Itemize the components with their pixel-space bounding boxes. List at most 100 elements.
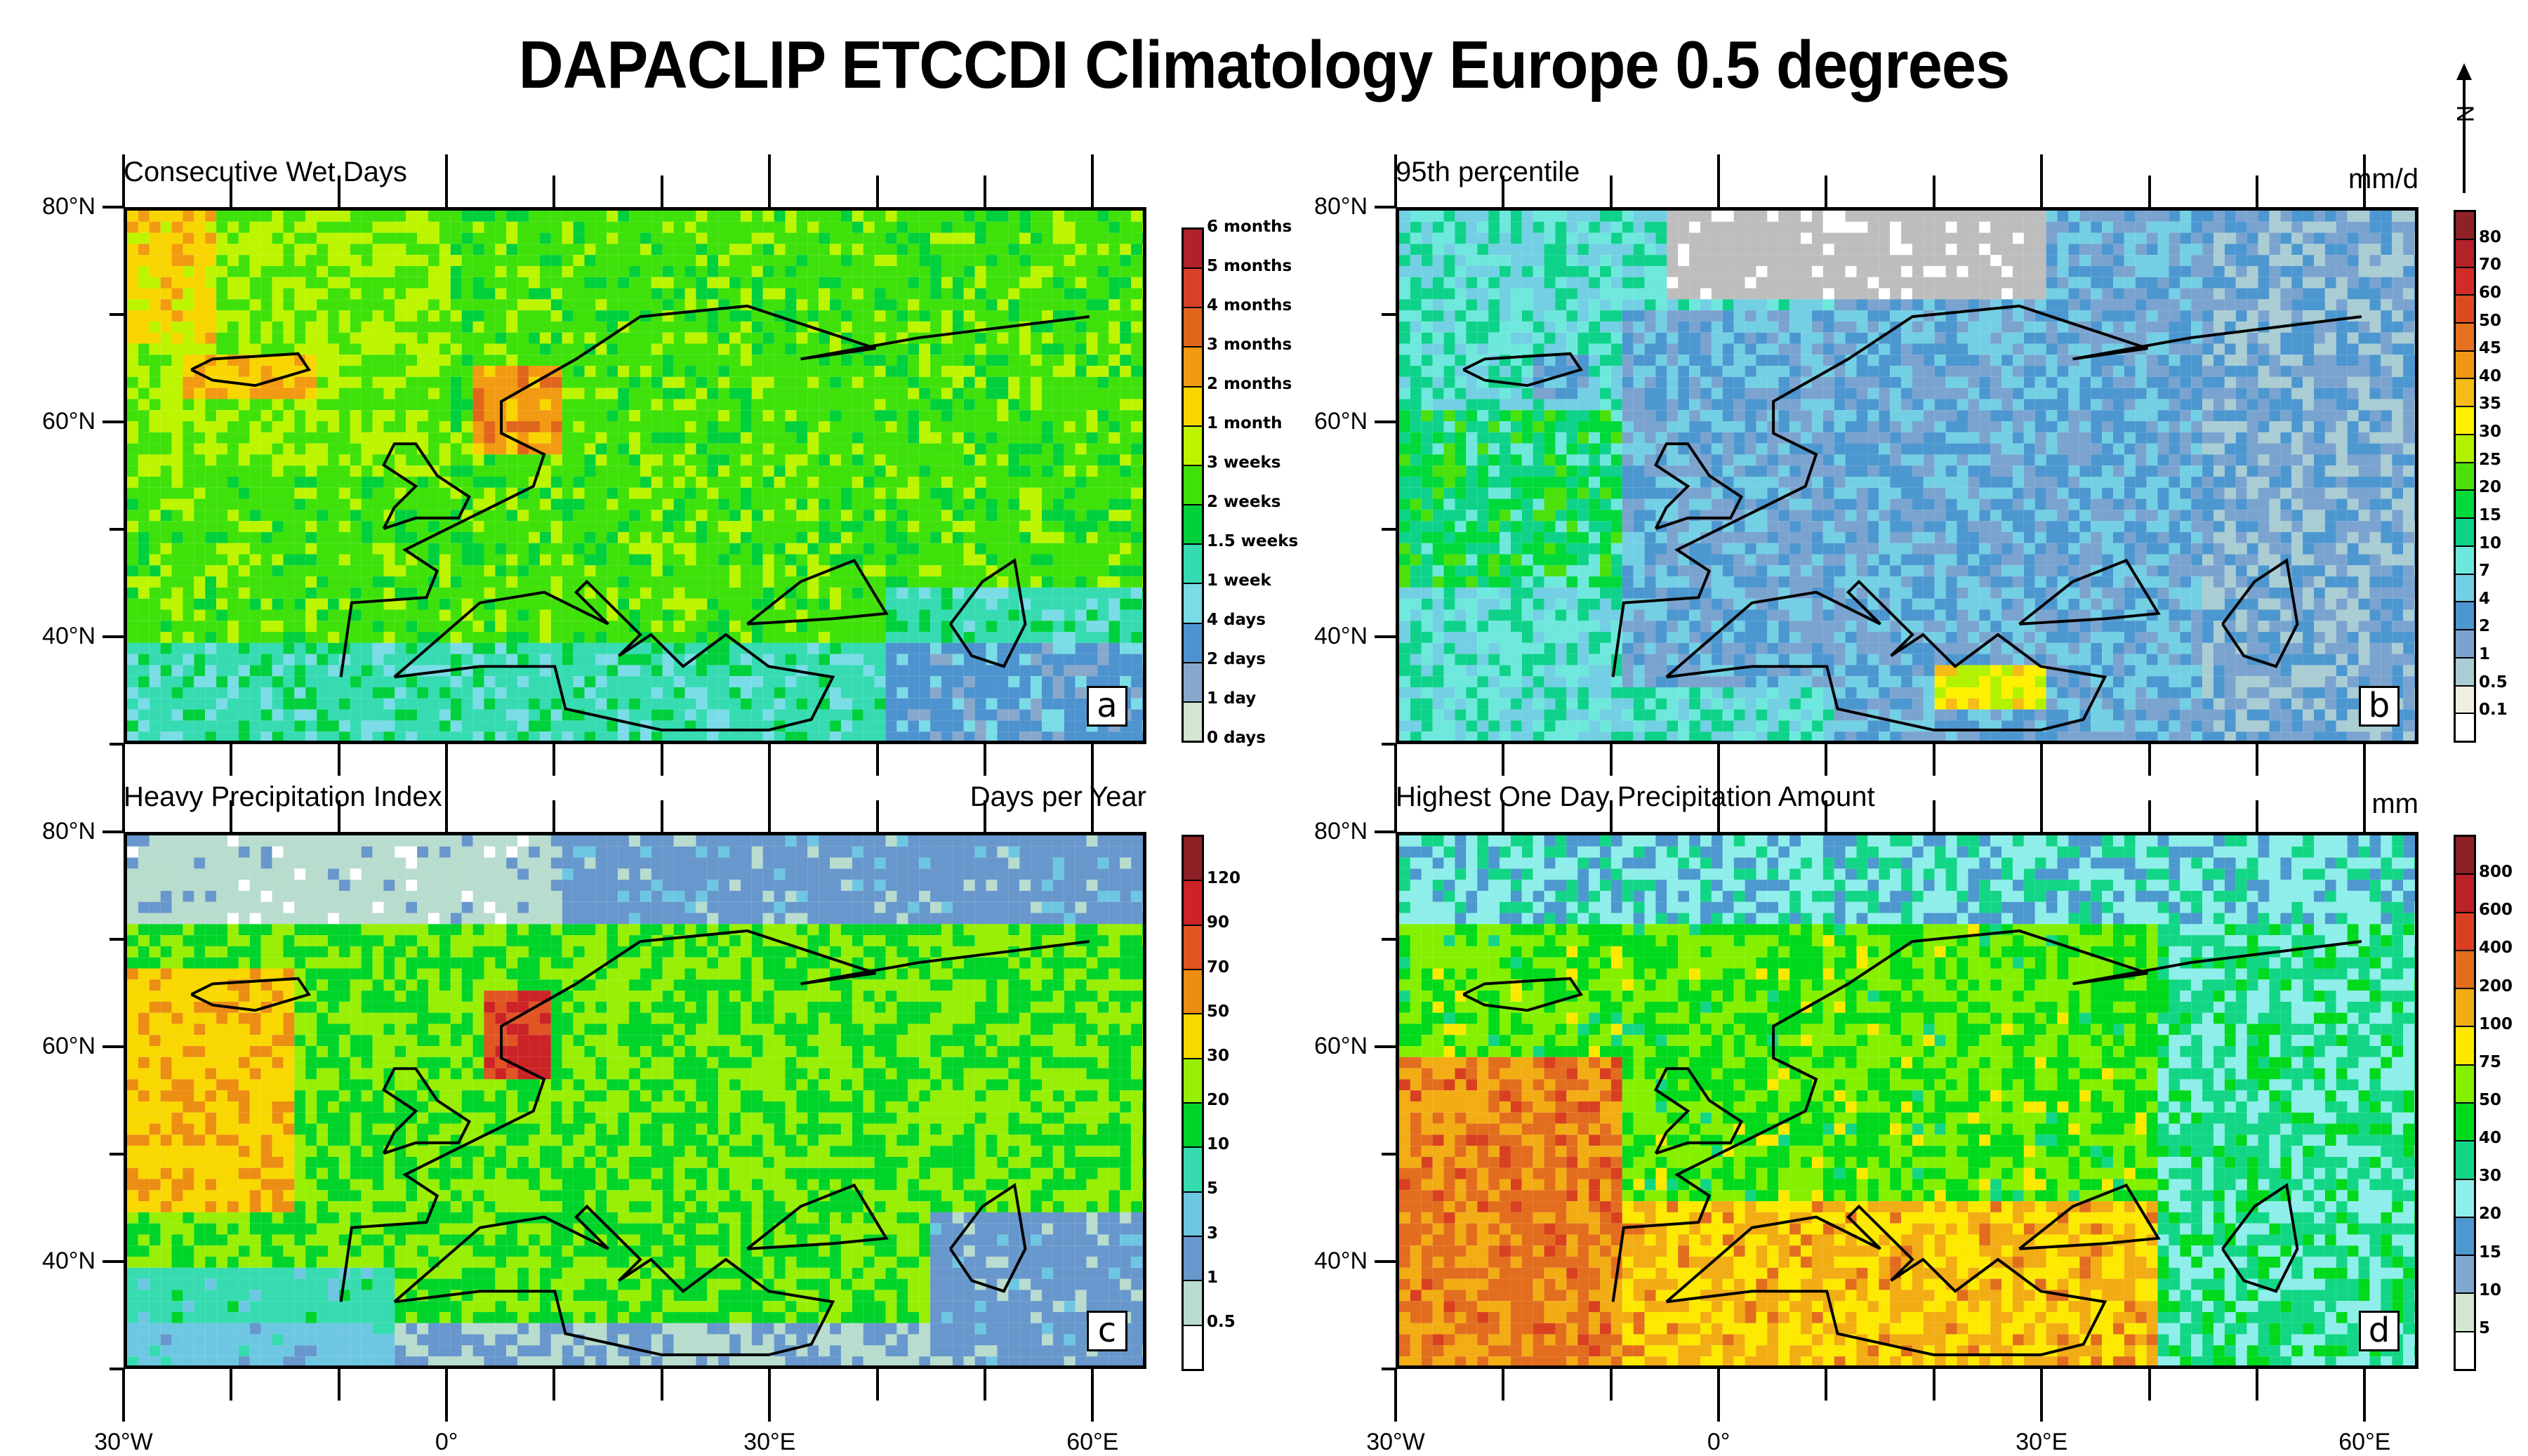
- heatmap-field: [127, 835, 1143, 1365]
- lon-tick: [1091, 779, 1094, 832]
- lon-tick: [876, 1369, 879, 1401]
- lon-label: 0°: [397, 1429, 496, 1456]
- colorbar-swatch: [1184, 1191, 1202, 1236]
- colorbar-swatch: [1184, 1058, 1202, 1102]
- colorbar-label: 25: [2479, 451, 2501, 469]
- panel-title: 95th percentile: [1396, 157, 1580, 188]
- lon-tick: [1825, 176, 1827, 207]
- colorbar-label: 600: [2479, 901, 2513, 919]
- colorbar-swatch: [2456, 837, 2474, 873]
- colorbar-swatch: [2456, 1255, 2474, 1292]
- lat-tick: [102, 421, 124, 423]
- lat-tick: [110, 528, 124, 531]
- colorbar-swatch: [1184, 1280, 1202, 1324]
- lon-label: 60°E: [2315, 1429, 2414, 1456]
- lat-tick: [102, 1260, 124, 1263]
- colorbar-label: 70: [2479, 256, 2501, 274]
- colorbar-label: 6 months: [1207, 218, 1292, 236]
- lat-tick: [102, 830, 124, 833]
- lon-tick: [552, 1369, 555, 1401]
- lon-tick: [984, 1369, 986, 1401]
- lon-tick: [2148, 1369, 2151, 1401]
- lon-tick: [1502, 1369, 1504, 1401]
- lat-tick: [1382, 1368, 1396, 1370]
- colorbar-swatch: [1184, 230, 1202, 267]
- lat-tick: [110, 938, 124, 941]
- lon-tick: [122, 779, 125, 832]
- colorbar-label: 80: [2479, 228, 2501, 246]
- lon-tick: [1933, 176, 1935, 207]
- colorbar-swatch: [2456, 1026, 2474, 1064]
- lat-tick: [1382, 1153, 1396, 1156]
- lon-label: 60°E: [1043, 1429, 1141, 1456]
- colorbar-label: 75: [2479, 1053, 2501, 1071]
- lon-tick: [1091, 1369, 1094, 1422]
- lon-tick: [2363, 1369, 2366, 1422]
- lon-tick: [445, 154, 448, 207]
- colorbar-label: 70: [1207, 958, 1229, 977]
- colorbar-label: 0 days: [1207, 729, 1266, 747]
- panel-unit: mm: [2371, 788, 2418, 820]
- colorbar-label: 15: [2479, 1243, 2501, 1262]
- colorbar-b: [2454, 210, 2476, 743]
- lat-label: 80°N: [18, 193, 95, 220]
- lat-label: 80°N: [1290, 193, 1368, 220]
- colorbar-label: 15: [2479, 506, 2501, 524]
- colorbar-swatch: [2456, 601, 2474, 629]
- lat-tick: [102, 1045, 124, 1048]
- colorbar-label: 30: [2479, 1167, 2501, 1185]
- lon-tick: [768, 1369, 771, 1422]
- lon-tick: [552, 744, 555, 776]
- colorbar-label: 3: [1207, 1224, 1218, 1243]
- lon-tick: [984, 800, 986, 832]
- colorbar-swatch: [2456, 294, 2474, 322]
- colorbar-swatch: [1184, 1102, 1202, 1146]
- colorbar-swatch: [1184, 346, 1202, 385]
- lon-tick: [1610, 744, 1613, 776]
- colorbar-swatch: [1184, 623, 1202, 662]
- lon-tick: [984, 744, 986, 776]
- colorbar-label: 5 months: [1207, 257, 1292, 275]
- colorbar-label: 1: [1207, 1269, 1218, 1287]
- lon-tick: [338, 744, 340, 776]
- lat-tick: [1375, 635, 1396, 638]
- panel-letter: a: [1087, 686, 1127, 727]
- lon-tick: [661, 744, 663, 776]
- colorbar-swatch: [2456, 1064, 2474, 1102]
- lat-label: 60°N: [18, 408, 95, 435]
- colorbar-swatch: [1184, 701, 1202, 741]
- colorbar-swatch: [1184, 465, 1202, 504]
- lat-tick: [1375, 421, 1396, 423]
- lon-tick: [768, 779, 771, 832]
- lon-tick: [1717, 779, 1720, 832]
- colorbar-swatch: [2456, 1292, 2474, 1330]
- colorbar-label: 30: [1207, 1047, 1229, 1065]
- panel-letter: b: [2359, 686, 2400, 727]
- lon-label: 30°W: [1346, 1429, 1445, 1456]
- lon-tick: [2363, 154, 2366, 207]
- colorbar-label: 2: [2479, 617, 2490, 635]
- colorbar-label: 60: [2479, 284, 2501, 302]
- colorbar-swatch: [1184, 1325, 1202, 1369]
- colorbar-label: 90: [1207, 913, 1229, 932]
- lat-label: 80°N: [1290, 818, 1368, 845]
- lon-label: 30°W: [74, 1429, 173, 1456]
- lon-tick: [1502, 176, 1504, 207]
- colorbar-label: 1 month: [1207, 414, 1283, 432]
- lon-label: 30°E: [720, 1429, 819, 1456]
- lat-label: 60°N: [18, 1033, 95, 1060]
- lon-tick: [2363, 779, 2366, 832]
- map-plot-area: d: [1396, 832, 2418, 1369]
- panel-letter: c: [1087, 1311, 1127, 1351]
- lon-tick: [230, 744, 232, 776]
- colorbar-swatch: [2456, 517, 2474, 545]
- lon-tick: [1825, 1369, 1827, 1401]
- colorbar-swatch: [2456, 1331, 2474, 1369]
- lon-tick: [2148, 800, 2151, 832]
- colorbar-label: 3 weeks: [1207, 454, 1280, 472]
- lon-tick: [338, 800, 340, 832]
- lat-label: 60°N: [1290, 408, 1368, 435]
- colorbar-label: 4 months: [1207, 296, 1292, 315]
